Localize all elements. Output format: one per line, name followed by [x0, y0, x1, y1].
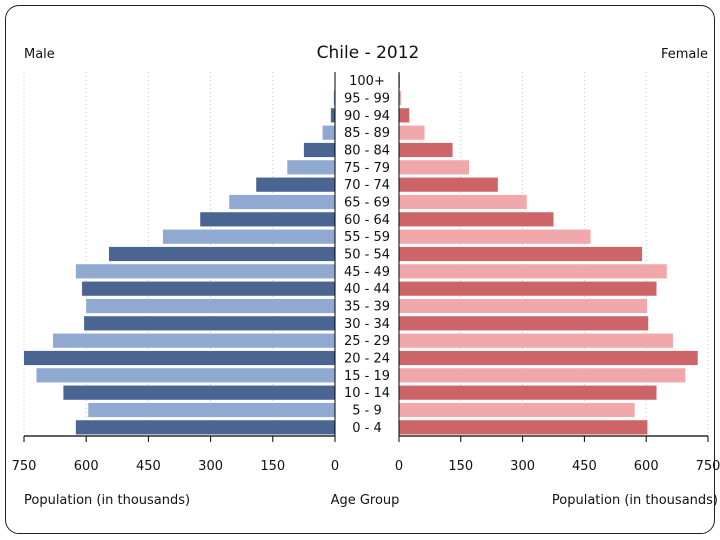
x-axis-label-center: Age Group: [331, 493, 400, 508]
age-label-9: 55 - 59: [344, 230, 390, 245]
bar-male-12: [82, 281, 335, 296]
xtick-label-male-3: 300: [198, 459, 223, 474]
xtick-label-female-5: 750: [696, 459, 720, 474]
bar-female-3: [399, 125, 425, 140]
bar-male-9: [162, 229, 335, 244]
bar-female-4: [399, 142, 453, 158]
age-label-19: 5 - 9: [352, 404, 382, 419]
bar-male-3: [322, 125, 335, 140]
bar-male-4: [303, 142, 335, 158]
bar-female-17: [399, 368, 686, 383]
age-label-4: 80 - 84: [344, 144, 390, 159]
bar-female-19: [399, 402, 635, 418]
bar-male-11: [75, 264, 335, 279]
age-label-10: 50 - 54: [344, 248, 390, 263]
xtick-label-male-0: 750: [12, 459, 37, 474]
age-label-5: 75 - 79: [344, 161, 390, 176]
bar-male-17: [36, 368, 335, 383]
xtick-label-female-4: 600: [634, 459, 659, 474]
age-label-16: 20 - 24: [344, 352, 390, 367]
bar-female-9: [399, 229, 591, 244]
bar-female-20: [399, 420, 648, 435]
bar-female-13: [399, 298, 648, 314]
bar-male-19: [88, 402, 335, 418]
age-label-17: 15 - 19: [344, 369, 390, 384]
xtick-label-male-1: 600: [74, 459, 99, 474]
xtick-label-male-2: 450: [136, 459, 161, 474]
bar-female-15: [399, 333, 673, 348]
bars-layer: [24, 73, 698, 435]
bar-female-10: [399, 246, 643, 262]
bar-male-1: [333, 90, 335, 106]
age-label-13: 35 - 39: [344, 300, 390, 315]
xtick-label-female-1: 150: [448, 459, 473, 474]
age-label-0: 100+: [349, 74, 385, 89]
bar-female-1: [399, 90, 402, 106]
bar-female-11: [399, 264, 667, 279]
male-label: Male: [24, 47, 55, 62]
bar-male-15: [53, 333, 335, 348]
xtick-label-female-2: 300: [510, 459, 535, 474]
age-label-11: 45 - 49: [344, 265, 390, 280]
bar-male-2: [330, 108, 335, 123]
xtick-label-female-0: 0: [395, 459, 403, 474]
bar-male-20: [75, 420, 335, 435]
age-labels: 100+ 95 - 99 90 - 94 85 - 89 80 - 84 75 - 79 7…: [344, 74, 390, 436]
age-label-2: 90 - 94: [344, 109, 390, 124]
bar-female-14: [399, 316, 649, 331]
bar-female-18: [399, 385, 657, 400]
bar-female-6: [399, 177, 498, 192]
xtick-label-female-3: 450: [572, 459, 597, 474]
bar-male-8: [200, 212, 335, 227]
female-label: Female: [661, 47, 708, 62]
axis-layer: 750 600 450 300 150 0 0 150 300 450 600 750: [12, 72, 720, 474]
age-label-15: 25 - 29: [344, 334, 390, 349]
age-label-20: 0 - 4: [352, 421, 382, 436]
bar-female-2: [399, 108, 410, 123]
xtick-label-male-5: 0: [331, 459, 339, 474]
age-label-8: 60 - 64: [344, 213, 390, 228]
age-label-12: 40 - 44: [344, 282, 390, 297]
age-label-18: 10 - 14: [344, 386, 390, 401]
bar-male-14: [84, 316, 335, 331]
age-label-6: 70 - 74: [344, 178, 390, 193]
bar-male-5: [287, 160, 335, 175]
bar-female-7: [399, 194, 527, 210]
chart-title: Chile - 2012: [317, 43, 420, 63]
bar-male-18: [63, 385, 335, 400]
bar-female-12: [399, 281, 657, 296]
xtick-label-male-4: 150: [260, 459, 285, 474]
age-label-3: 85 - 89: [344, 126, 390, 141]
bar-male-13: [86, 298, 335, 314]
bar-male-16: [24, 350, 335, 366]
age-label-14: 30 - 34: [344, 317, 390, 332]
bar-female-16: [399, 350, 698, 366]
age-label-7: 65 - 69: [344, 196, 390, 211]
bar-male-6: [256, 177, 335, 192]
x-axis-label-right: Population (in thousands): [552, 493, 718, 508]
x-axis-label-left: Population (in thousands): [24, 493, 190, 508]
age-label-1: 95 - 99: [344, 92, 390, 107]
bar-female-5: [399, 160, 470, 175]
bar-male-10: [109, 246, 335, 262]
bar-male-7: [229, 194, 335, 210]
bar-female-8: [399, 212, 554, 227]
